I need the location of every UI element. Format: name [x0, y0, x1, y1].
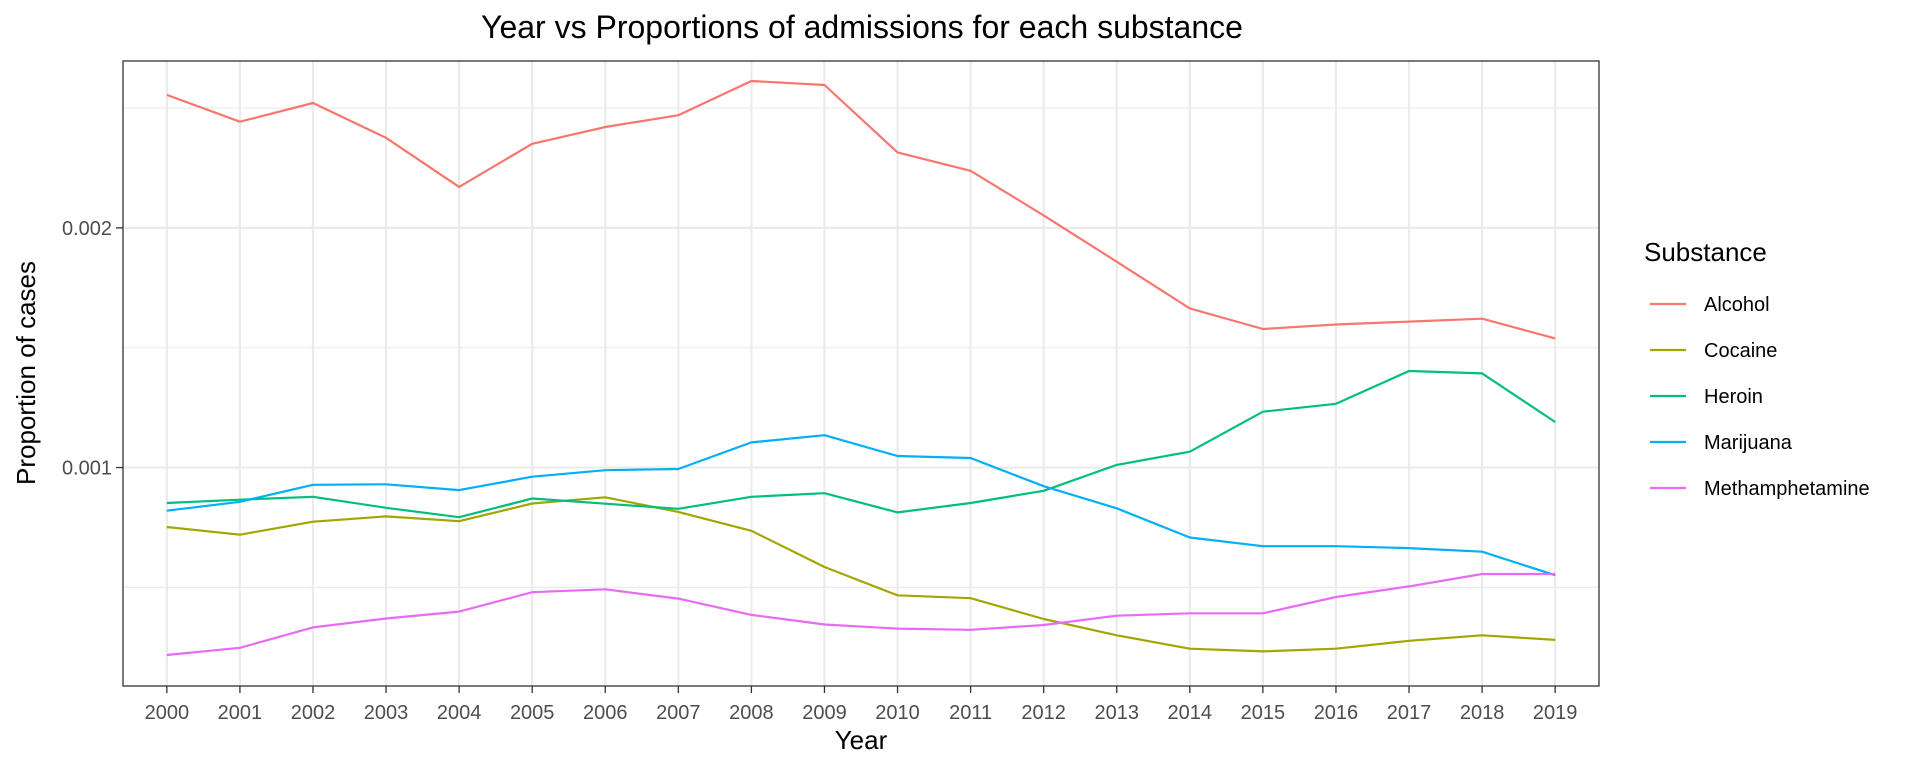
x-tick-label: 2006 [583, 702, 628, 724]
legend-label: Marijuana [1704, 432, 1793, 454]
x-tick-label: 2015 [1241, 702, 1286, 724]
x-tick-label: 2013 [1094, 702, 1139, 724]
x-tick-label: 2014 [1168, 702, 1213, 724]
y-tick-label: 0.002 [62, 218, 112, 240]
x-tick-label: 2018 [1460, 702, 1505, 724]
x-tick-label: 2017 [1387, 702, 1432, 724]
x-tick-label: 2011 [949, 702, 992, 724]
x-tick-label: 2008 [729, 702, 774, 724]
x-tick-label: 2009 [802, 702, 847, 724]
y-tick-label: 0.001 [62, 458, 112, 480]
legend-label: Cocaine [1704, 340, 1777, 362]
y-axis-title: Proportion of cases [11, 261, 41, 485]
legend-title: Substance [1644, 237, 1767, 267]
legend-item-methamphetamine: Methamphetamine [1650, 478, 1870, 500]
legend-label: Methamphetamine [1704, 478, 1870, 500]
x-tick-label: 2007 [656, 702, 701, 724]
x-tick-label: 2001 [218, 702, 263, 724]
series-line-heroin [166, 369, 1556, 519]
legend-items: Alcohol Cocaine Heroin Marijuana Methampheta… [1650, 294, 1870, 500]
chart-title: Year vs Proportions of admissions for ea… [481, 9, 1243, 45]
legend: Substance Alcohol Cocaine Heroin Marijuana M… [1644, 237, 1870, 500]
series-line-cocaine [166, 496, 1556, 653]
x-tick-label: 2005 [510, 702, 555, 724]
series-lines [166, 79, 1556, 657]
series-line-alcohol [166, 79, 1556, 340]
x-tick-label: 2012 [1021, 702, 1066, 724]
x-tick-label: 2016 [1314, 702, 1359, 724]
legend-label: Heroin [1704, 386, 1763, 408]
series-line-marijuana [166, 434, 1556, 577]
series-line-methamphetamine [166, 572, 1556, 657]
x-tick-label: 2004 [437, 702, 482, 724]
x-tick-label: 2019 [1533, 702, 1578, 724]
plot-panel [122, 60, 1600, 687]
x-tick-label: 2002 [291, 702, 336, 724]
legend-item-heroin: Heroin [1650, 386, 1763, 408]
legend-item-cocaine: Cocaine [1650, 340, 1777, 362]
legend-label: Alcohol [1704, 294, 1770, 316]
x-tick-label: 2003 [364, 702, 409, 724]
legend-item-alcohol: Alcohol [1650, 294, 1770, 316]
grid-lines [123, 61, 1599, 686]
legend-item-marijuana: Marijuana [1650, 432, 1793, 454]
x-axis-title: Year [835, 725, 888, 755]
x-axis: 2000 2001 2002 2003 2004 2005 2006 2007 2008 2009… [145, 686, 1578, 724]
x-tick-label: 2010 [875, 702, 920, 724]
y-axis: 0.001 0.002 [62, 218, 123, 480]
panel-border [122, 60, 1600, 687]
x-tick-label: 2000 [145, 702, 190, 724]
